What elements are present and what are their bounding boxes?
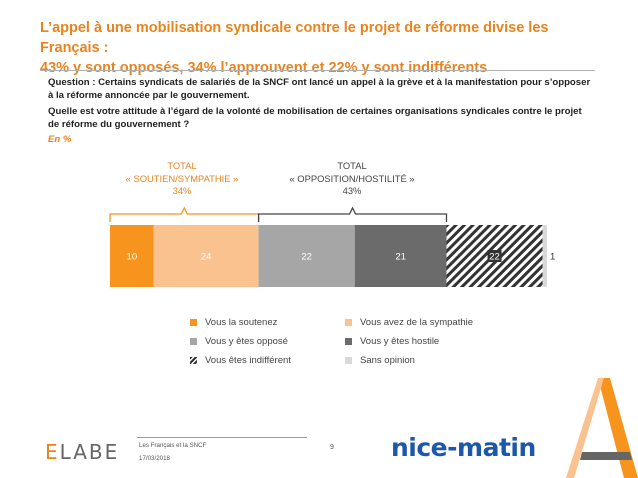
footer-divider	[137, 437, 307, 438]
page-number: 9	[330, 444, 334, 451]
corner-a-logo	[566, 378, 638, 478]
title-line-1: L’appel à une mobilisation syndicale con…	[40, 20, 549, 56]
total-support-subtitle: « SOUTIEN/SYMPATHIE »	[125, 172, 239, 184]
legend-item-4: Vous y êtes hostile	[345, 336, 439, 347]
legend-label: Vous êtes indifférent	[205, 355, 291, 366]
legend-label: Vous y êtes opposé	[205, 336, 288, 347]
legend-label: Vous la soutenez	[205, 317, 278, 328]
total-opposition-label: TOTAL « OPPOSITION/HOSTILITÉ » 43%	[272, 160, 432, 198]
legend-item-3: Vous y êtes opposé	[190, 336, 288, 347]
legend-swatch	[345, 319, 352, 326]
legend-swatch	[190, 319, 197, 326]
title-divider	[40, 70, 595, 71]
elabe-logo: ELABE	[45, 440, 120, 464]
footer-source: Les Français et la SNCF	[139, 442, 207, 449]
bar-value-label-4: 21	[395, 252, 406, 263]
legend-label: Vous avez de la sympathie	[360, 317, 474, 328]
bar-segment-6	[542, 225, 547, 287]
bar-segment-1	[110, 225, 154, 287]
bar-value-label-2: 24	[201, 252, 212, 263]
support-bracket	[109, 206, 260, 222]
bar-segment-2	[153, 225, 259, 287]
title-line-2: 43% y sont opposés, 34% l’approuvent et …	[40, 60, 488, 76]
legend-item-1: Vous la soutenez	[190, 317, 277, 328]
legend-label: Sans opinion	[360, 355, 415, 366]
bar-value-label-3: 22	[301, 252, 312, 263]
legend-item-6: Sans opinion	[345, 355, 415, 366]
bar-value-label-5: 22	[489, 252, 500, 263]
page-title: L’appel à une mobilisation syndicale con…	[40, 18, 600, 78]
total-opposition-value: 43%	[342, 185, 362, 196]
legend-swatch	[345, 357, 352, 364]
legend-swatch	[190, 338, 197, 345]
legend-item-2: Vous avez de la sympathie	[345, 317, 473, 328]
bar-segment-4	[354, 225, 447, 287]
question-attitude-text: Quelle est votre attitude à l’égard de l…	[48, 106, 582, 130]
bar-value-label-1: 10	[127, 252, 138, 263]
legend-swatch	[190, 357, 197, 364]
nice-matin-logo: nice-matin	[391, 433, 536, 462]
legend-label: Vous y êtes hostile	[360, 336, 440, 347]
legend-swatch	[345, 338, 352, 345]
bar-value-label-bg	[487, 250, 502, 262]
total-opposition-subtitle: « OPPOSITION/HOSTILITÉ »	[289, 172, 415, 184]
footer-date: 17/03/2018	[139, 455, 170, 462]
total-support-label: TOTAL « SOUTIEN/SYMPATHIE » 34%	[112, 160, 252, 198]
total-opposition-title: TOTAL	[337, 160, 367, 171]
total-support-value: 34%	[172, 185, 192, 196]
bar-value-label-6: 1	[550, 252, 555, 263]
bar-segment-3	[258, 225, 355, 287]
legend-item-5: Vous êtes indifférent	[190, 355, 291, 366]
total-support-title: TOTAL	[167, 160, 197, 171]
unit-label: En %	[48, 134, 72, 145]
opposition-bracket	[257, 206, 448, 222]
question-text: Question : Certains syndicats de salarié…	[48, 77, 591, 101]
